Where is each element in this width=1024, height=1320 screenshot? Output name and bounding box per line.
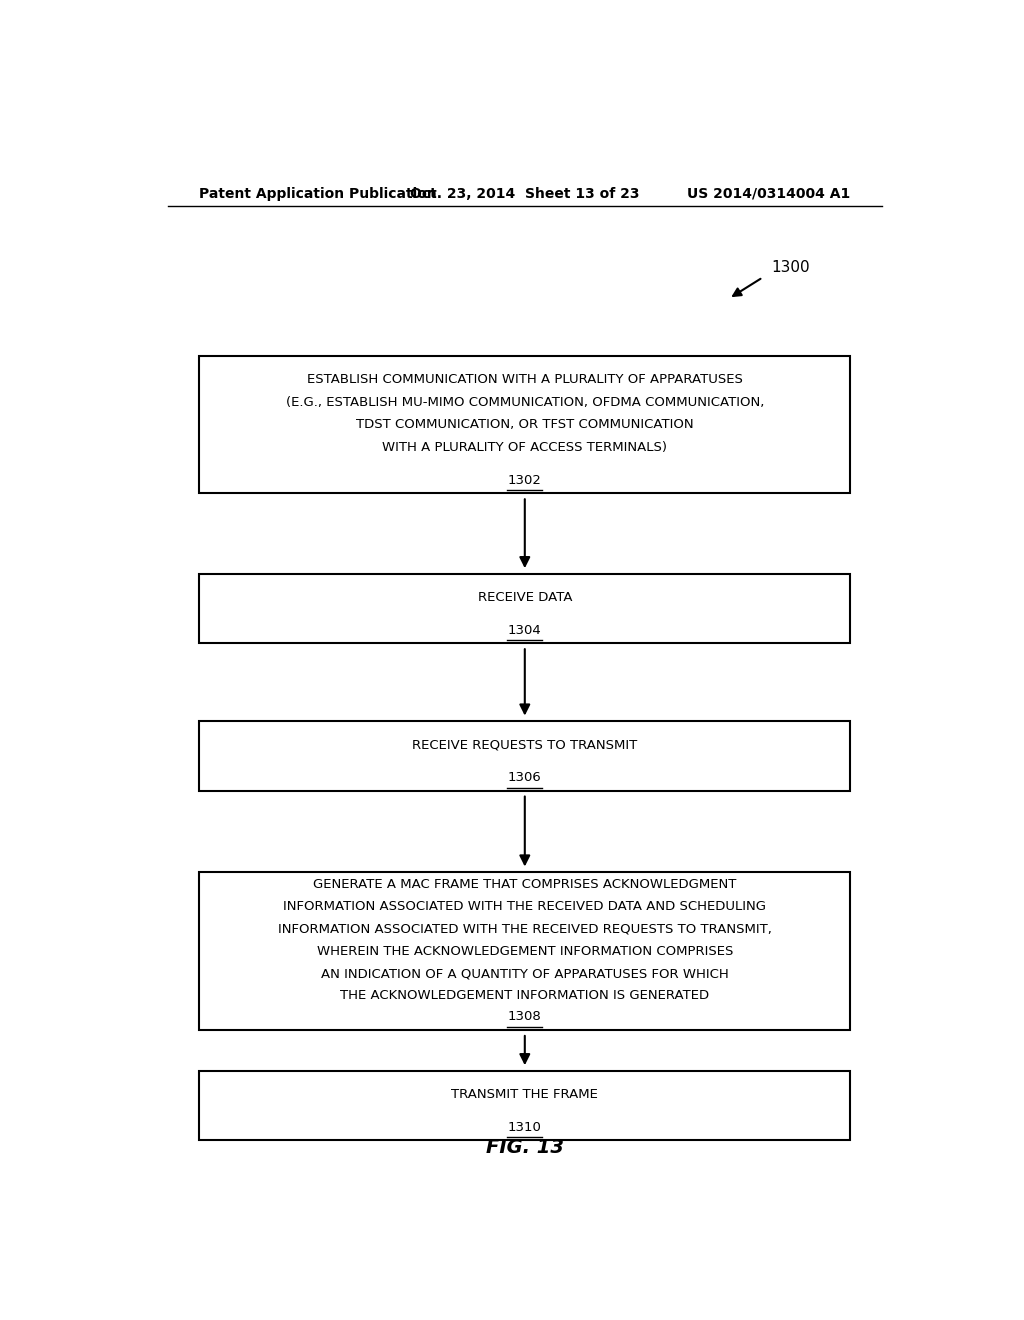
Text: 1310: 1310 bbox=[508, 1121, 542, 1134]
Text: WITH A PLURALITY OF ACCESS TERMINALS): WITH A PLURALITY OF ACCESS TERMINALS) bbox=[382, 441, 668, 454]
Text: THE ACKNOWLEDGEMENT INFORMATION IS GENERATED: THE ACKNOWLEDGEMENT INFORMATION IS GENER… bbox=[340, 990, 710, 1002]
Text: (E.G., ESTABLISH MU-MIMO COMMUNICATION, OFDMA COMMUNICATION,: (E.G., ESTABLISH MU-MIMO COMMUNICATION, … bbox=[286, 396, 764, 409]
Text: Patent Application Publication: Patent Application Publication bbox=[200, 187, 437, 201]
Text: INFORMATION ASSOCIATED WITH THE RECEIVED REQUESTS TO TRANSMIT,: INFORMATION ASSOCIATED WITH THE RECEIVED… bbox=[278, 923, 772, 936]
Bar bbox=[200, 356, 850, 494]
Text: GENERATE A MAC FRAME THAT COMPRISES ACKNOWLEDGMENT: GENERATE A MAC FRAME THAT COMPRISES ACKN… bbox=[313, 878, 736, 891]
Text: TRANSMIT THE FRAME: TRANSMIT THE FRAME bbox=[452, 1088, 598, 1101]
Text: 1304: 1304 bbox=[508, 624, 542, 636]
Text: TDST COMMUNICATION, OR TFST COMMUNICATION: TDST COMMUNICATION, OR TFST COMMUNICATIO… bbox=[356, 418, 693, 432]
Text: Oct. 23, 2014  Sheet 13 of 23: Oct. 23, 2014 Sheet 13 of 23 bbox=[410, 187, 640, 201]
Bar bbox=[200, 1071, 850, 1140]
Text: WHEREIN THE ACKNOWLEDGEMENT INFORMATION COMPRISES: WHEREIN THE ACKNOWLEDGEMENT INFORMATION … bbox=[316, 945, 733, 958]
Text: ESTABLISH COMMUNICATION WITH A PLURALITY OF APPARATUSES: ESTABLISH COMMUNICATION WITH A PLURALITY… bbox=[307, 374, 742, 387]
Text: 1308: 1308 bbox=[508, 1011, 542, 1023]
Text: 1302: 1302 bbox=[508, 474, 542, 487]
Bar bbox=[200, 873, 850, 1030]
Text: 1306: 1306 bbox=[508, 771, 542, 784]
Text: FIG. 13: FIG. 13 bbox=[485, 1138, 564, 1156]
Bar bbox=[200, 722, 850, 791]
Text: INFORMATION ASSOCIATED WITH THE RECEIVED DATA AND SCHEDULING: INFORMATION ASSOCIATED WITH THE RECEIVED… bbox=[284, 900, 766, 913]
Text: AN INDICATION OF A QUANTITY OF APPARATUSES FOR WHICH: AN INDICATION OF A QUANTITY OF APPARATUS… bbox=[321, 968, 729, 979]
Text: 1300: 1300 bbox=[771, 260, 809, 275]
Text: US 2014/0314004 A1: US 2014/0314004 A1 bbox=[687, 187, 850, 201]
Text: RECEIVE DATA: RECEIVE DATA bbox=[477, 591, 572, 605]
Text: RECEIVE REQUESTS TO TRANSMIT: RECEIVE REQUESTS TO TRANSMIT bbox=[413, 738, 637, 751]
Bar bbox=[200, 574, 850, 643]
